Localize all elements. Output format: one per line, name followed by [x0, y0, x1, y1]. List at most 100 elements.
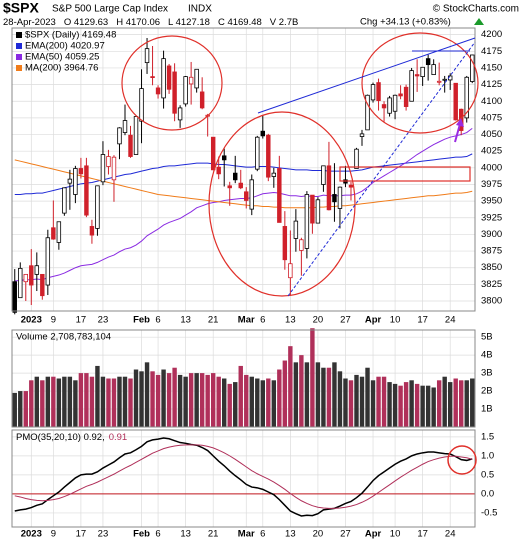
quote-value: L 4127.18 — [168, 17, 210, 28]
y-tick-label: 0.5 — [481, 469, 494, 480]
panel-frame — [11, 27, 476, 312]
y-tick-label: 0.0 — [481, 488, 494, 499]
candle-body — [40, 273, 45, 297]
x-tick-label: 6 — [260, 315, 265, 326]
candle-body — [337, 186, 343, 209]
volume-bar — [459, 380, 464, 427]
candle-body — [161, 58, 166, 99]
signal-label: 0.91 — [109, 432, 128, 443]
candle-body — [51, 227, 56, 240]
volume-bar — [387, 382, 392, 427]
candle-body — [370, 84, 376, 101]
candle-body — [210, 136, 216, 171]
candle-body — [128, 134, 133, 157]
y-tick-label: 4100 — [481, 96, 502, 107]
y-tick-label: 1.5 — [481, 431, 494, 442]
panel-title: Volume 2,708,783,104 — [16, 332, 111, 343]
x-tick-label: 10 — [390, 529, 401, 540]
volume-bar — [128, 378, 133, 427]
x-tick-label: 17 — [417, 529, 428, 540]
x-tick-label: 23 — [98, 529, 109, 540]
y-tick-label: 4125 — [481, 79, 502, 90]
y-tick-label: 3925 — [481, 212, 502, 223]
volume-bar — [381, 376, 387, 427]
candle-body — [84, 165, 89, 216]
x-tick-label: 13 — [285, 315, 296, 326]
source: © StockCharts.com — [433, 4, 519, 15]
candle-body — [470, 54, 475, 82]
circle-annotation — [447, 445, 477, 475]
candle-body — [310, 194, 315, 224]
candle-body — [409, 70, 414, 102]
candle-body — [62, 187, 67, 214]
volume-bar — [117, 376, 122, 427]
candle-body — [194, 68, 199, 89]
volume-bar — [409, 380, 414, 427]
candle-body — [332, 194, 337, 203]
overlay-line — [14, 159, 473, 209]
volume-bar — [12, 392, 17, 427]
x-tick-label: 24 — [445, 529, 456, 540]
pmo-label: PMO(35,20,10) 0.92, — [16, 432, 105, 443]
panel-title: PMO(35,20,10) 0.92, 0.91 — [16, 432, 127, 443]
candle-body — [100, 154, 106, 183]
candle-body — [293, 220, 299, 239]
symbol: $SPX — [3, 0, 39, 16]
quote-value: C 4169.48 — [218, 17, 262, 28]
x-tick-label: 9 — [51, 529, 56, 540]
candle-body — [67, 178, 73, 184]
candle-body — [425, 58, 431, 66]
candle-body — [398, 93, 403, 97]
circle-annotation — [121, 35, 223, 131]
volume-bar — [470, 378, 475, 427]
volume-bar — [425, 385, 431, 427]
candle-body — [150, 76, 155, 79]
volume-bar — [23, 391, 28, 427]
x-tick-label: 6 — [155, 315, 160, 326]
volume-bar — [354, 374, 359, 427]
volume-bar — [133, 369, 139, 427]
volume-bar — [376, 376, 381, 427]
y-tick-label: 4025 — [481, 146, 502, 157]
candle-body — [139, 88, 144, 122]
volume-bar — [144, 362, 150, 427]
volume-bar — [150, 371, 155, 427]
candle-body — [453, 82, 458, 121]
volume-bar — [106, 378, 111, 427]
x-tick-label: Apr — [365, 315, 382, 326]
candle-body — [12, 281, 17, 313]
circle-annotation — [208, 111, 356, 297]
candle-body — [166, 65, 172, 90]
candle-body — [359, 133, 365, 137]
volume-bar — [18, 391, 23, 427]
candle-body — [106, 156, 111, 167]
candle-body — [260, 130, 266, 137]
volume-bar — [216, 376, 221, 427]
x-tick-label: 13 — [180, 529, 191, 540]
y-tick-label: 4075 — [481, 112, 502, 123]
volume-bar — [161, 369, 166, 427]
volume-bar — [332, 362, 337, 427]
volume-bar — [282, 360, 288, 427]
x-tick-label: 23 — [98, 315, 109, 326]
x-tick-label: Apr — [365, 529, 382, 540]
x-tick-label: Feb — [133, 315, 150, 326]
volume-bar — [299, 355, 304, 427]
candle-body — [299, 239, 304, 251]
volume-bar — [288, 346, 293, 427]
y-tick-label: 4150 — [481, 62, 502, 73]
volume-bar — [403, 382, 409, 427]
y-tick-label: 1B — [481, 404, 493, 415]
index-name: S&P 500 Large Cap Index — [52, 4, 168, 15]
change: Chg +34.13 (+0.83%) — [360, 17, 451, 28]
candle-body — [266, 134, 271, 178]
candle-body — [365, 94, 370, 131]
volume-bar — [359, 376, 365, 427]
candle-body — [177, 107, 183, 121]
volume-bar — [244, 374, 249, 427]
volume-bar — [84, 373, 89, 427]
candle-body — [249, 179, 254, 210]
quote-value: O 4129.63 — [64, 17, 108, 28]
